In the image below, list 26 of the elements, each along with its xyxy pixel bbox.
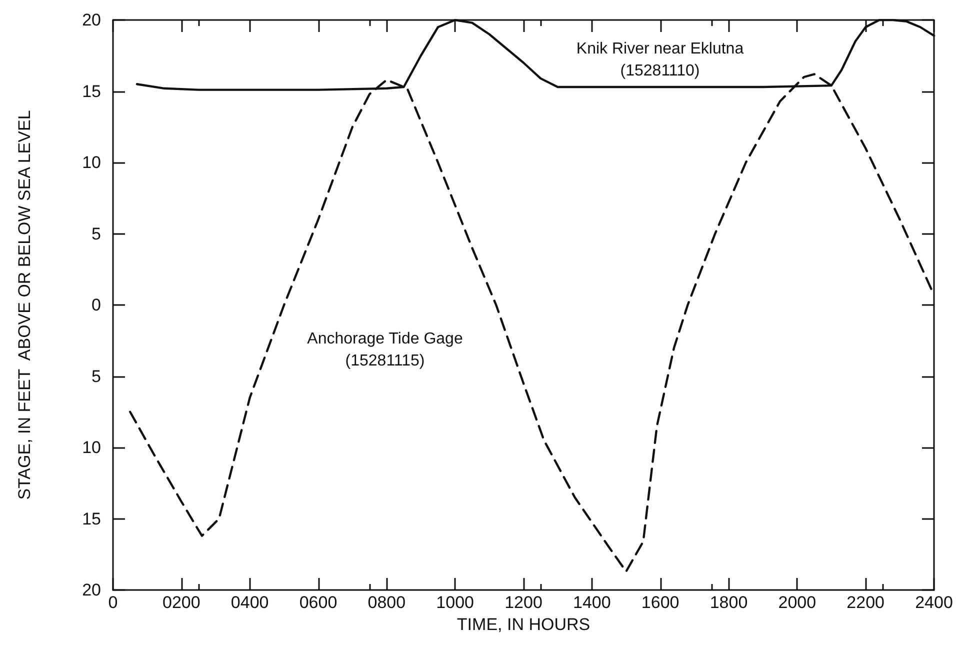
x-tick-label: 0800 bbox=[368, 593, 406, 612]
y-tick-label: 10 bbox=[82, 153, 101, 172]
x-tick-label: 2400 bbox=[915, 593, 953, 612]
x-tick-label: 0 bbox=[108, 593, 118, 612]
y-tick-label: 5 bbox=[92, 366, 101, 386]
x-tick-label: 0600 bbox=[299, 593, 338, 612]
y-tick-label: 5 bbox=[92, 224, 101, 244]
y-axis-title: STAGE, IN FEET ABOVE OR BELOW SEA LEVEL bbox=[15, 110, 34, 500]
x-axis-title: TIME, IN HOURS bbox=[456, 615, 590, 634]
x-tick-label: 1800 bbox=[710, 593, 748, 612]
annotation: Anchorage Tide Gage (15281115) bbox=[307, 330, 463, 370]
x-tick-label: 2000 bbox=[778, 593, 816, 612]
y-tick-label: 20 bbox=[82, 580, 101, 600]
x-tick-label: 1600 bbox=[641, 593, 680, 612]
annotation: Knik River near Eklutna (15281110) bbox=[576, 40, 744, 80]
x-tick-label: 0200 bbox=[162, 593, 200, 612]
x-tick-label: 1200 bbox=[504, 593, 542, 612]
x-tick-label: 1000 bbox=[436, 593, 474, 612]
x-tick-label: 0400 bbox=[230, 593, 269, 612]
y-tick-label: 20 bbox=[82, 10, 101, 30]
y-tick-label: 0 bbox=[92, 296, 101, 314]
x-tick-label: 1400 bbox=[573, 593, 611, 612]
y-tick-label: 10 bbox=[82, 438, 101, 457]
x-tick-label: 2200 bbox=[846, 593, 884, 612]
y-tick-label: 15 bbox=[82, 509, 101, 528]
y-tick-label: 15 bbox=[82, 82, 101, 101]
